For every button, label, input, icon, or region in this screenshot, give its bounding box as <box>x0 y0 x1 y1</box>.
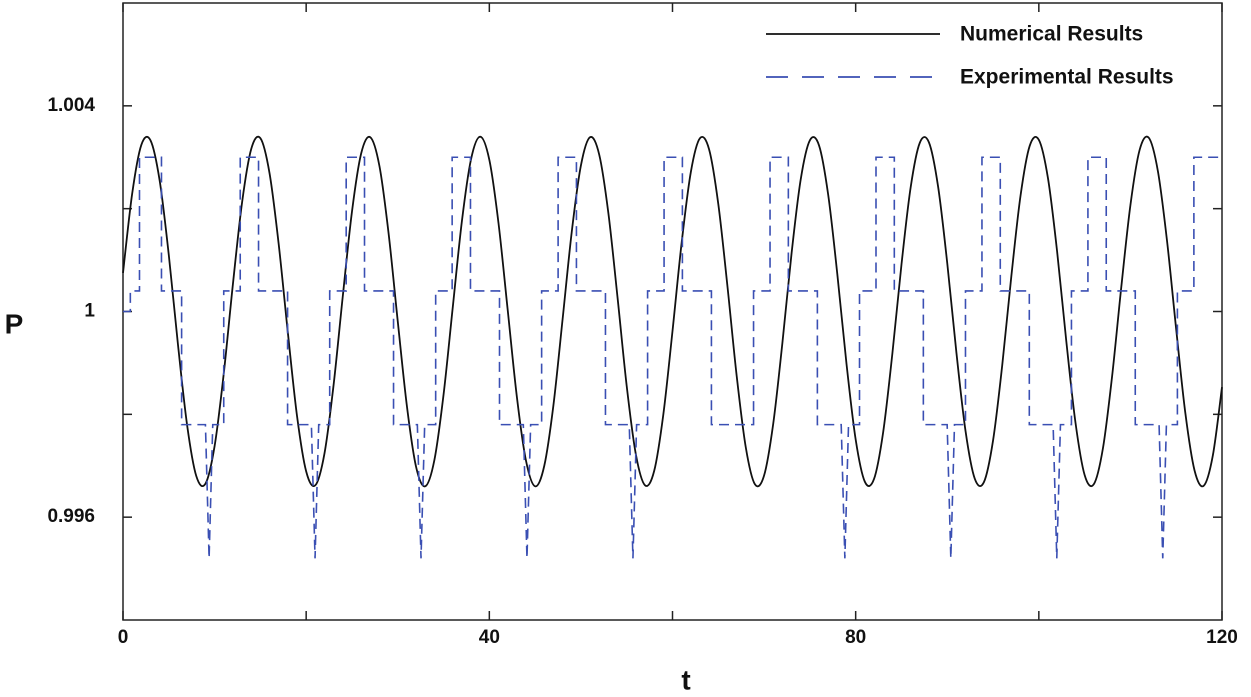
x-tick-label: 0 <box>118 627 129 648</box>
x-tick-label: 80 <box>845 627 866 648</box>
x-tick-label: 120 <box>1206 627 1238 648</box>
y-tick-label: 0.996 <box>47 506 95 527</box>
y-axis-label: P <box>5 308 24 339</box>
data-line <box>123 156 1222 559</box>
x-tick-label: 40 <box>479 627 500 648</box>
legend-label: Numerical Results <box>960 23 1143 46</box>
data-line <box>122 135 1223 488</box>
y-tick-label: 1 <box>84 301 95 322</box>
x-axis-label: t <box>681 664 690 695</box>
legend-label: Experimental Results <box>960 66 1174 89</box>
y-tick-label: 1.004 <box>47 95 95 116</box>
